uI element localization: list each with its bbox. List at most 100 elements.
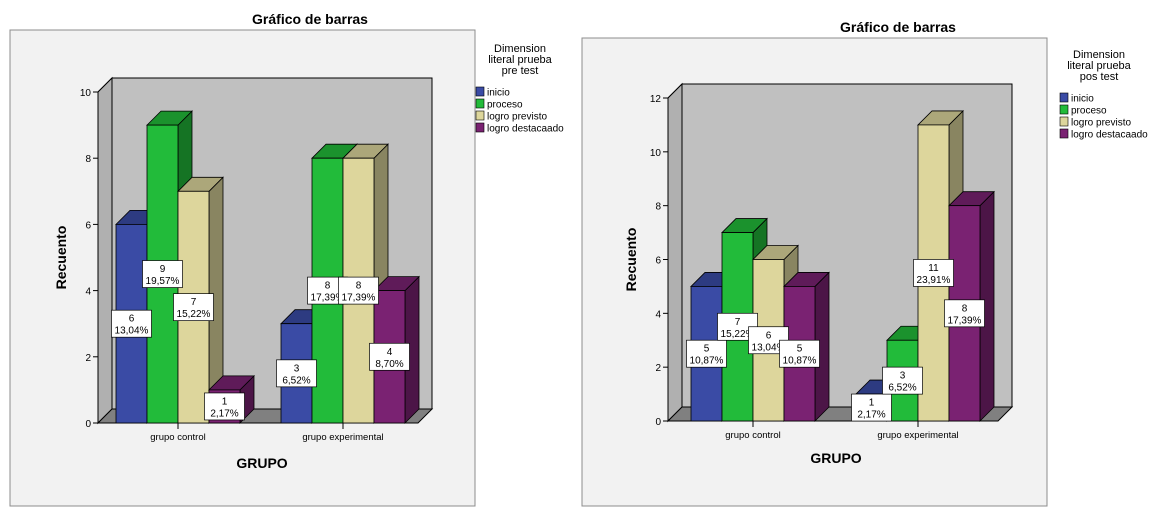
pos-test-data-label-count: 1 [869,398,875,409]
pos-test-legend-title: pos test [1080,71,1119,83]
pos-test-data-label-count: 7 [735,317,741,328]
pre-test-legend-swatch [475,122,485,133]
pre-test-data-label: 715,22% [173,293,214,321]
pre-test-y-tick-label: 10 [80,88,92,99]
pos-test-y-tick-label: 8 [655,202,661,213]
pre-test-data-label: 919,57% [142,260,183,288]
pos-test-legend-label: logro previsto [1071,118,1131,129]
pos-test-data-label-percent: 15,22% [721,329,755,340]
pos-test-legend-swatch [1059,128,1069,139]
pos-test-data-label-box [851,393,892,422]
pre-test-data-label-count: 6 [129,314,135,325]
pre-test-data-label-box [173,293,214,321]
bar-chart-pos-test: Gráfico de barras 0 2 4 6 8 10 12 Recuento grupo … [580,0,1161,509]
pos-test-legend-label: logro destacaado [1071,130,1148,141]
pre-test-legend-label: inicio [487,88,510,99]
pos-test-data-label-percent: 10,87% [783,356,817,367]
pos-test-data-label: 510,87% [686,339,727,368]
pos-test-data-label-count: 5 [704,344,710,355]
pre-test-legend-swatch [475,98,485,109]
pos-test-data-label-box [944,299,985,328]
pre-test-legend-label: logro destacaado [487,124,564,135]
pre-test-legend-title: pre test [502,65,539,77]
pre-test-legend-label: proceso [487,100,523,111]
pre-test-data-label-percent: 2,17% [210,408,238,419]
pre-test-data-label: 48,70% [369,342,410,371]
pre-test-data-label-box [276,359,317,388]
pre-test-y-tick-label: 8 [85,154,91,165]
pre-test-data-label-count: 7 [191,297,197,308]
pos-test-data-label: 12,17% [851,393,892,422]
pos-test-data-label-percent: 10,87% [690,356,724,367]
pos-test-legend-swatch [1059,104,1069,115]
pos-test-data-label-percent: 2,17% [857,410,885,421]
pre-test-y-tick-label: 0 [85,419,91,430]
pos-test-data-label-percent: 13,04% [752,342,786,353]
pre-test-data-label: 613,04% [111,309,152,338]
pre-test-data-label-percent: 13,04% [115,326,149,337]
pre-test-legend-title: literal prueba [488,54,552,66]
pre-test-data-label-box [204,392,245,421]
pos-test-legend-title: literal prueba [1067,60,1131,72]
chart-canvas-pos-test: Gráfico de barras 0 2 4 6 8 10 12 Recuento grupo … [581,19,1148,507]
pos-test-data-label: 817,39% [944,299,985,328]
pre-test-legend-title: Dimension [494,43,546,55]
pre-test-legend-swatch [475,110,485,121]
pos-test-legend-swatch [1059,92,1069,103]
pre-test-data-label-box [142,260,183,288]
pre-test-data-label-percent: 6,52% [282,375,310,386]
pos-test-data-label-box [686,339,727,368]
pos-test-data-label-percent: 6,52% [888,383,916,394]
pre-test-x-axis-label: GRUPO [236,455,287,471]
pre-test-data-label: 817,39% [338,276,379,305]
pre-test-data-label-count: 8 [325,281,331,292]
pos-test-data-label-percent: 17,39% [948,315,982,326]
pos-test-legend-label: proceso [1071,106,1107,117]
pos-test-data-label-box [913,259,954,287]
pre-test-data-label-percent: 17,39% [311,293,345,304]
pre-test-data-label-percent: 8,70% [375,359,403,370]
pre-test-y-tick-label: 4 [85,287,91,298]
pos-test-data-label-box [882,366,923,395]
pos-test-legend-swatch [1059,116,1069,127]
pre-test-data-label-count: 8 [356,281,362,292]
pos-test-chart-title: Gráfico de barras [840,19,956,35]
pre-test-legend-swatch [475,86,485,97]
pos-test-data-label-count: 3 [900,371,906,382]
pre-test-data-label: 12,17% [204,392,245,421]
pos-test-data-label-count: 8 [962,303,968,314]
pos-test-data-label: 510,87% [779,339,820,368]
pre-test-x-tick-label: grupo control [150,432,205,443]
pre-test-data-label-box [338,276,379,305]
pos-test-data-label-count: 6 [766,330,772,341]
pre-test-data-label-count: 9 [160,264,166,275]
bar-chart-pre-test: Gráfico de barras 0 2 4 6 8 10 Recuento grupo co… [0,0,580,509]
pre-test-data-label-count: 1 [222,396,228,407]
pre-test-data-label-percent: 15,22% [177,309,211,320]
pos-test-y-axis-label: Recuento [623,228,639,292]
pos-test-data-label: 36,52% [882,366,923,395]
pre-test-x-tick-label: grupo experimental [302,432,383,443]
pos-test-y-tick-label: 0 [655,417,661,428]
pos-test-y-tick-label: 4 [655,309,661,320]
pos-test-x-tick-label: grupo experimental [877,430,958,441]
pre-test-data-label: 36,52% [276,359,317,388]
pre-test-data-label-box [111,309,152,338]
pos-test-x-tick-label: grupo control [725,430,780,441]
pos-test-x-axis-label: GRUPO [810,450,861,466]
pre-test-y-tick-label: 2 [85,353,91,364]
pos-test-y-tick-label: 6 [655,256,661,267]
pre-test-plot-side-wall [97,76,113,425]
pos-test-data-label-box [779,339,820,368]
pos-test-plot-side-wall [667,82,683,423]
pre-test-data-label-percent: 19,57% [146,276,180,287]
pos-test-y-tick-label: 2 [655,363,661,374]
pos-test-y-tick-label: 10 [650,148,662,159]
pos-test-legend-title: Dimension [1073,49,1125,61]
pos-test-y-tick-label: 12 [650,94,662,105]
pre-test-data-label-percent: 17,39% [342,293,376,304]
pre-test-y-tick-label: 6 [85,220,91,231]
pos-test-data-label-percent: 23,91% [917,275,951,286]
pre-test-y-axis-label: Recuento [53,226,69,290]
